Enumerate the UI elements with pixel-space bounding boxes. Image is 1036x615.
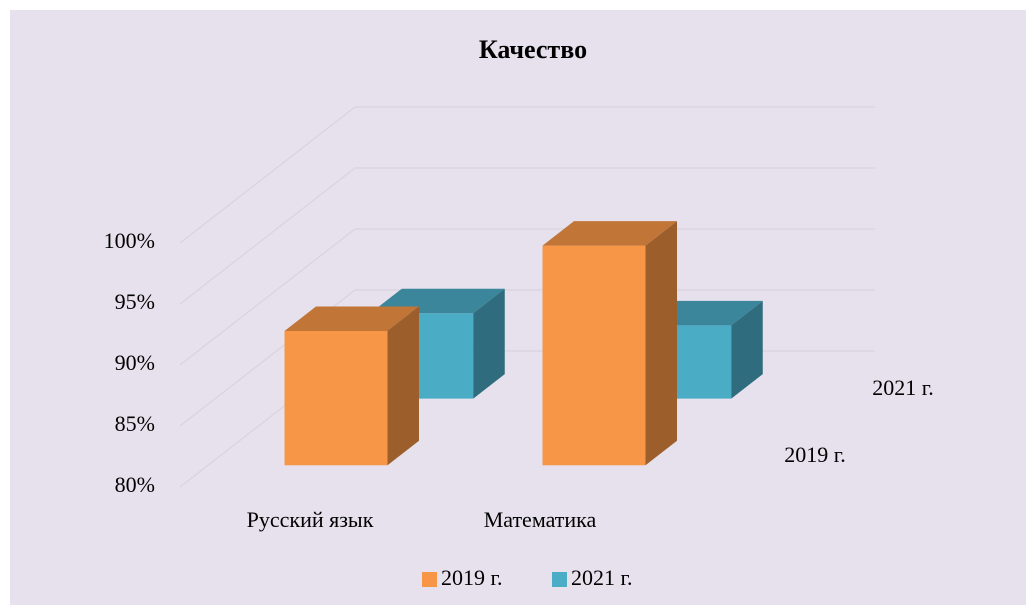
legend-label: 2019 г. — [441, 565, 503, 590]
bar-side — [387, 306, 419, 466]
grid-line — [179, 106, 875, 244]
depth-axis-label: 2019 г. — [784, 442, 846, 467]
grid-line — [179, 289, 875, 427]
bar-front — [542, 245, 646, 466]
y-tick-label: 80% — [115, 472, 155, 497]
grid-line — [179, 228, 875, 366]
x-tick-label: Русский язык — [247, 507, 374, 532]
y-tick-label: 100% — [104, 228, 155, 253]
legend-label: 2021 г. — [571, 565, 633, 590]
bar-side — [731, 300, 763, 399]
bar-top — [284, 306, 419, 332]
chart-background — [10, 10, 1026, 605]
y-tick-label: 95% — [115, 289, 155, 314]
grid-line — [179, 167, 875, 305]
bar-side — [473, 288, 505, 399]
legend-swatch — [422, 572, 437, 587]
bar-front — [284, 331, 388, 466]
depth-axis-label: 2021 г. — [872, 375, 934, 400]
bar-side — [645, 221, 677, 466]
x-tick-label: Математика — [484, 507, 597, 532]
bar-top — [542, 221, 677, 246]
legend-swatch — [552, 572, 567, 587]
y-tick-label: 85% — [115, 411, 155, 436]
chart-title: Качество — [479, 35, 587, 64]
y-tick-label: 90% — [115, 350, 155, 375]
